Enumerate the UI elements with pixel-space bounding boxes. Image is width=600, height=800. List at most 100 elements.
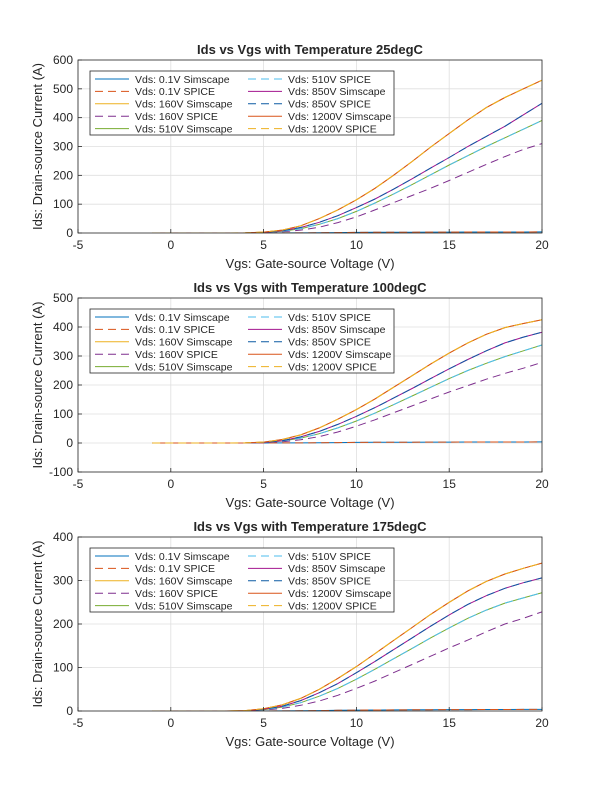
series-group [152, 79, 542, 233]
y-tick-label: 400 [53, 111, 73, 125]
x-tick-label: -5 [73, 477, 84, 491]
y-tick-label: 300 [53, 574, 73, 588]
series-line-1 [152, 231, 542, 233]
series-group [152, 562, 542, 711]
x-tick-label: 20 [535, 716, 549, 730]
series-line-6 [152, 120, 542, 233]
series-line-8 [152, 102, 542, 233]
x-tick-label: 5 [260, 238, 267, 252]
y-tick-label: 400 [53, 530, 73, 544]
y-tick-label: 0 [66, 704, 73, 718]
y-tick-label: 500 [53, 82, 73, 96]
legend-label-6: Vds: 510V SPICE [288, 551, 371, 563]
legend-box [89, 547, 395, 613]
y-tick-label: 300 [53, 140, 73, 154]
x-axis-label: Vgs: Gate-source Voltage (V) [225, 734, 394, 749]
y-tick-label: 600 [53, 53, 73, 67]
legend-label-1: Vds: 0.1V Simscape [135, 551, 230, 563]
legend-label-2: Vds: 0.1V SPICE [135, 86, 215, 98]
x-axis-label: Vgs: Gate-source Voltage (V) [225, 256, 394, 271]
series-line-9 [152, 562, 542, 711]
y-axis-label: Ids: Drain-source Current (A) [30, 302, 45, 469]
y-tick-label: 100 [53, 661, 73, 675]
legend-label-5: Vds: 510V Simscape [135, 361, 233, 373]
y-tick-label: 0 [66, 226, 73, 240]
legend-label-10: Vds: 1200V SPICE [288, 600, 377, 612]
y-tick-label: -100 [49, 465, 73, 479]
legend-label-10: Vds: 1200V SPICE [288, 123, 377, 135]
y-tick-label: 300 [53, 349, 73, 363]
chart-title: Ids vs Vgs with Temperature 100degC [193, 280, 427, 295]
legend-label-4: Vds: 160V SPICE [135, 111, 218, 123]
y-axis-label: Ids: Drain-source Current (A) [30, 541, 45, 708]
y-axis-label: Ids: Drain-source Current (A) [30, 63, 45, 230]
legend-label-8: Vds: 850V SPICE [288, 337, 371, 349]
series-line-1 [152, 708, 542, 711]
legend-label-2: Vds: 0.1V SPICE [135, 324, 215, 336]
x-axis-label: Vgs: Gate-source Voltage (V) [225, 495, 394, 510]
x-tick-label: 5 [260, 477, 267, 491]
x-tick-label: 10 [350, 716, 364, 730]
x-tick-label: 15 [443, 716, 457, 730]
y-tick-label: 100 [53, 407, 73, 421]
series-line-4 [152, 143, 542, 233]
legend-label-6: Vds: 510V SPICE [288, 74, 371, 86]
legend-label-3: Vds: 160V Simscape [135, 99, 233, 111]
legend-label-9: Vds: 1200V Simscape [288, 349, 391, 361]
legend-label-9: Vds: 1200V Simscape [288, 588, 391, 600]
legend-label-7: Vds: 850V Simscape [288, 86, 386, 98]
x-tick-label: 15 [443, 477, 457, 491]
legend-label-7: Vds: 850V Simscape [288, 563, 386, 575]
series-group [152, 319, 542, 444]
legend-label-2: Vds: 0.1V SPICE [135, 563, 215, 575]
legend-label-3: Vds: 160V Simscape [135, 576, 233, 588]
legend-box [89, 70, 395, 136]
y-tick-label: 200 [53, 168, 73, 182]
chart-title: Ids vs Vgs with Temperature 175degC [193, 519, 427, 534]
legend-label-8: Vds: 850V SPICE [288, 576, 371, 588]
y-tick-label: 500 [53, 291, 73, 305]
x-tick-label: 5 [260, 716, 267, 730]
series-line-8 [152, 577, 542, 711]
x-tick-label: 20 [535, 238, 549, 252]
legend-label-8: Vds: 850V SPICE [288, 99, 371, 111]
legend-label-7: Vds: 850V Simscape [288, 324, 386, 336]
chart-panel-2: -5 0 5 10 15 20 -100 0 100 200 300 400 500 Ids vs Vgs… [30, 280, 549, 510]
legend-label-5: Vds: 510V Simscape [135, 600, 233, 612]
legend-label-9: Vds: 1200V Simscape [288, 111, 391, 123]
legend-label-1: Vds: 0.1V Simscape [135, 74, 230, 86]
series-line-10 [152, 79, 542, 233]
x-tick-label: 0 [167, 477, 174, 491]
y-tick-label: 400 [53, 320, 73, 334]
chart-title: Ids vs Vgs with Temperature 25degC [197, 42, 423, 57]
x-tick-label: 10 [350, 477, 364, 491]
legend-label-1: Vds: 0.1V Simscape [135, 312, 230, 324]
series-line-10 [152, 319, 542, 444]
legend-box [89, 308, 395, 374]
x-tick-label: -5 [73, 716, 84, 730]
x-tick-label: 0 [167, 238, 174, 252]
y-tick-label: 200 [53, 378, 73, 392]
y-tick-label: 200 [53, 617, 73, 631]
series-line-4 [152, 611, 542, 711]
y-tick-label: 100 [53, 197, 73, 211]
x-tick-label: 10 [350, 238, 364, 252]
x-tick-label: 20 [535, 477, 549, 491]
x-tick-label: 15 [443, 238, 457, 252]
legend-label-10: Vds: 1200V SPICE [288, 361, 377, 373]
legend-label-5: Vds: 510V Simscape [135, 123, 233, 135]
x-tick-label: 0 [167, 716, 174, 730]
legend-label-4: Vds: 160V SPICE [135, 588, 218, 600]
legend-label-3: Vds: 160V Simscape [135, 337, 233, 349]
legend-label-4: Vds: 160V SPICE [135, 349, 218, 361]
x-tick-label: -5 [73, 238, 84, 252]
series-line-6 [152, 592, 542, 711]
legend-label-6: Vds: 510V SPICE [288, 312, 371, 324]
y-tick-label: 0 [66, 436, 73, 450]
